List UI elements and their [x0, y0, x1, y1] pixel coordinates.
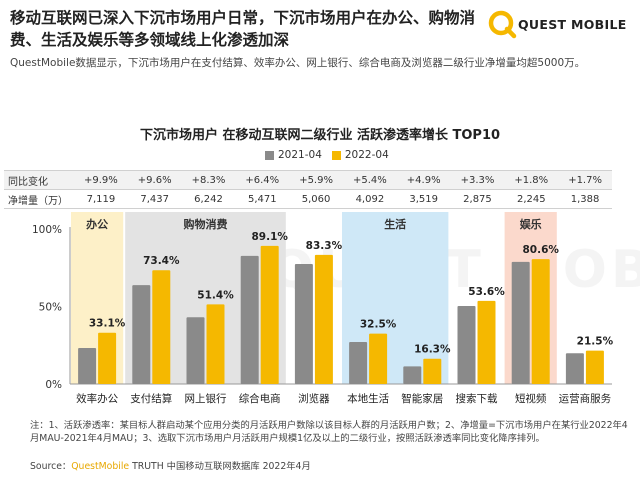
- table-cell: 5,471: [235, 189, 290, 209]
- table-cell: +8.3%: [181, 170, 236, 190]
- y-tick-label: 0%: [45, 379, 62, 391]
- data-label: 51.4%: [197, 289, 234, 301]
- bar-2021: [565, 353, 584, 384]
- quest-mobile-logo-icon: [488, 10, 517, 39]
- x-tick-label: 支付结算: [130, 392, 172, 405]
- x-tick-label: 短视频: [515, 392, 547, 405]
- source-prefix: Source：: [30, 461, 72, 472]
- x-tick-label: 运营商服务: [559, 392, 612, 405]
- legend-label-2021: 2021-04: [278, 149, 322, 161]
- data-label: 16.3%: [414, 344, 451, 356]
- table-cell: +6.4%: [235, 170, 290, 190]
- bar-2022: [206, 304, 225, 384]
- logo: QUEST MOBILE: [488, 8, 634, 42]
- table-cell: 6,242: [181, 189, 236, 209]
- chart-title: 下沉市场用户 在移动互联网二级行业 活跃渗透率增长 TOP10: [139, 128, 501, 143]
- x-tick-label: 浏览器: [298, 392, 330, 405]
- y-tick-label: 100%: [32, 224, 62, 236]
- legend-label-2022: 2022-04: [344, 149, 389, 161]
- table-cell: +9.6%: [127, 170, 182, 190]
- bar-2021: [294, 264, 313, 384]
- source-brand: QuestMobile: [71, 461, 130, 472]
- bar-2022: [369, 333, 388, 384]
- legend-item-2021: 2021-04: [265, 149, 322, 161]
- group-label: 娱乐: [520, 217, 542, 231]
- bar-2021: [78, 348, 97, 384]
- table-cell: 5,060: [289, 189, 343, 209]
- table-cell: 2,875: [450, 189, 505, 209]
- group-label: 办公: [86, 217, 108, 231]
- legend-item-2022: 2022-04: [331, 149, 389, 161]
- table-cell: 7,119: [74, 189, 128, 209]
- table-cell: +1.8%: [504, 170, 559, 190]
- x-tick-label: 搜索下载: [456, 392, 498, 405]
- table-cell: +4.9%: [396, 170, 451, 190]
- logo-text: QUEST MOBILE: [518, 17, 627, 32]
- bar-2021: [186, 317, 205, 384]
- data-label: 21.5%: [577, 336, 614, 348]
- table-cell: 7,437: [127, 189, 182, 209]
- table-row-label: 净增量（万）: [4, 189, 74, 209]
- table-cell: +3.3%: [450, 170, 505, 190]
- bar-2022: [314, 254, 333, 384]
- bar-2021: [349, 341, 368, 384]
- table-cell: 1,388: [558, 189, 612, 209]
- bar-2022: [477, 300, 496, 384]
- footnote: 注：1、活跃渗透率：某目标人群启动某个应用分类的月活跃用户数除以该目标人群的月活…: [30, 420, 628, 444]
- bar-2022: [531, 259, 550, 384]
- data-label: 73.4%: [143, 255, 180, 267]
- data-label: 32.5%: [360, 319, 397, 331]
- x-tick-label: 网上银行: [185, 392, 227, 405]
- data-label: 80.6%: [522, 244, 559, 256]
- legend-swatch-2022: [331, 150, 341, 160]
- legend-swatch-2021: [265, 150, 274, 160]
- data-label: 53.6%: [468, 286, 505, 298]
- bar-2021: [457, 306, 476, 384]
- headline: 移动互联网已深入下沉市场用户日常，下沉市场用户在办公、购物消费、生活及娱乐等多领…: [10, 9, 476, 49]
- x-tick-label: 本地生活: [347, 392, 389, 405]
- bar-2022: [423, 358, 442, 384]
- group-label: 生活: [384, 217, 406, 231]
- x-tick-label: 综合电商: [239, 392, 281, 405]
- table-cell: 3,519: [396, 189, 451, 209]
- subline: QuestMobile数据显示，下沉市场用户在支付结算、效率办公、网上银行、综合…: [10, 57, 586, 69]
- bar-2021: [511, 261, 530, 384]
- table-row-yoy: 同比变化 +9.9% +9.6% +8.3% +6.4% +5.9% +5.4%…: [4, 170, 612, 190]
- bar-2021: [240, 255, 259, 384]
- table-row-net: 净增量（万） 7,119 7,437 6,242 5,471 5,060 4,0…: [4, 189, 612, 209]
- data-table: 同比变化 +9.9% +9.6% +8.3% +6.4% +5.9% +5.4%…: [4, 170, 612, 209]
- bar-2022: [260, 245, 279, 384]
- bar-2022: [152, 270, 171, 384]
- x-tick-label: 效率办公: [76, 392, 118, 405]
- y-tick-label: 50%: [39, 302, 62, 314]
- table-cell: 2,245: [504, 189, 559, 209]
- table-cell: 4,092: [342, 189, 397, 209]
- table-cell: +5.9%: [289, 170, 343, 190]
- x-tick-label: 智能家居: [401, 392, 443, 405]
- data-label: 89.1%: [251, 231, 288, 243]
- legend: 2021-04 2022-04: [265, 149, 399, 161]
- source-line: Source：QuestMobile TRUTH 中国移动互联网数据库 2022…: [30, 458, 311, 472]
- bar-2021: [132, 285, 151, 384]
- bar-2022: [585, 350, 604, 384]
- data-label: 33.1%: [89, 318, 126, 330]
- group-label: 购物消费: [184, 217, 228, 231]
- group-background: [125, 212, 286, 384]
- data-label: 83.3%: [306, 240, 343, 252]
- bar-2022: [98, 332, 117, 384]
- source-rest: TRUTH 中国移动互联网数据库 2022年4月: [129, 461, 311, 472]
- table-row-label: 同比变化: [4, 170, 74, 190]
- bar-2021: [403, 366, 422, 384]
- bar-chart: 办公 购物消费 生活 娱乐 0% 50% 100% 33.1% 效率办公 73.4% 支付结算 51.…: [32, 212, 614, 405]
